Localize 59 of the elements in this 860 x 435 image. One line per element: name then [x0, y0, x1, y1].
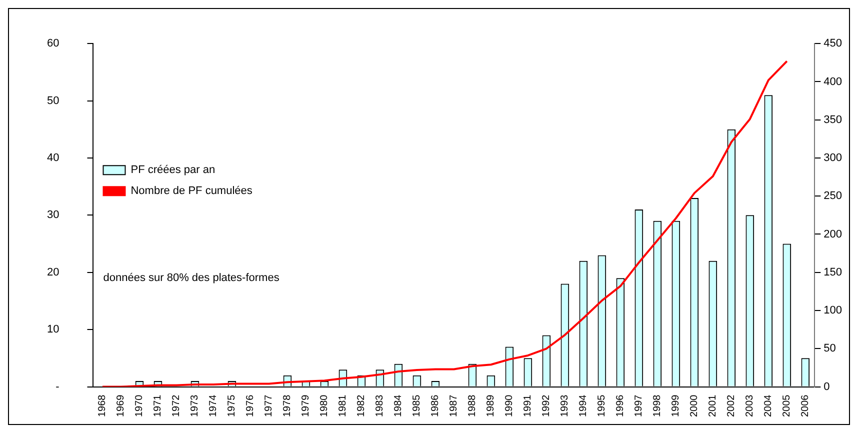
x-tick-label: 1996 — [615, 394, 626, 418]
x-tick-label: 1972 — [171, 394, 182, 418]
x-tick-label: 1978 — [282, 394, 294, 418]
x-tick-label: 1974 — [208, 394, 220, 418]
y-tick-label: 30 — [46, 209, 60, 222]
x-tick-label: 2002 — [726, 394, 738, 418]
x-tick-label: 2005 — [782, 394, 793, 418]
x-tick-label: 2004 — [763, 394, 774, 418]
x-tick-label: 1982 — [356, 394, 368, 418]
x-tick-label: 1994 — [578, 394, 590, 418]
y-tick-label: 40 — [46, 152, 60, 164]
x-tick-label: 1999 — [670, 394, 682, 418]
x-tick-label: 1993 — [560, 394, 571, 418]
x-tick-label: 1998 — [652, 394, 664, 418]
x-tick-label: 1985 — [412, 394, 423, 418]
x-tick-label: 1989 — [486, 394, 497, 418]
x-tick-label: 1997 — [634, 394, 645, 418]
x-tick-label: 1981 — [338, 394, 349, 418]
x-tick-label: 1984 — [393, 394, 404, 418]
y2-tick-label: 300 — [824, 152, 842, 164]
y-tick-label: - — [56, 380, 60, 393]
y-tick-label: 10 — [46, 324, 60, 336]
x-tick-label: 1980 — [319, 394, 330, 418]
y2-tick-label: 450 — [824, 38, 842, 50]
x-tick-label: 1992 — [541, 394, 552, 418]
x-tick-label: 1983 — [374, 394, 386, 418]
x-tick-label: 1977 — [264, 394, 275, 418]
x-tick-label: 1995 — [596, 394, 608, 418]
y2-tick-label: 200 — [824, 228, 842, 240]
x-tick-label: 1979 — [300, 394, 312, 418]
y2-tick-label: 50 — [824, 342, 836, 355]
x-tick-label: 2003 — [744, 394, 756, 418]
y2-tick-label: 150 — [824, 266, 842, 278]
x-tick-label: 1988 — [467, 394, 478, 418]
y2-tick-label: 250 — [824, 190, 842, 202]
legend-label: PF créées par an — [130, 164, 216, 176]
x-tick-label: 1968 — [97, 394, 108, 418]
x-tick-label: 2000 — [689, 394, 700, 418]
x-tick-label: 2006 — [800, 394, 812, 418]
x-tick-label: 2001 — [708, 394, 719, 418]
x-tick-label: 1976 — [245, 394, 256, 418]
y2-tick-label: 400 — [824, 76, 842, 88]
annotation: données sur 80% des plates-formes — [103, 272, 280, 284]
legend-label: Nombre de PF cumulées — [130, 185, 253, 198]
y-tick-label: 60 — [46, 38, 60, 50]
y-tick-label: 50 — [46, 94, 60, 107]
y2-tick-label: 100 — [824, 304, 842, 317]
y2-tick-label: 350 — [824, 114, 842, 126]
x-tick-label: 1991 — [522, 394, 534, 418]
x-tick-label: 1990 — [504, 394, 516, 418]
x-tick-label: 1969 — [116, 394, 127, 418]
y2-tick-label: 0 — [824, 380, 830, 393]
x-tick-label: 1975 — [226, 394, 238, 418]
y-tick-label: 20 — [46, 266, 60, 278]
x-tick-label: 1987 — [448, 394, 460, 418]
x-tick-label: 1970 — [134, 394, 146, 418]
x-tick-label: 1973 — [190, 394, 201, 418]
x-tick-label: 1986 — [430, 394, 442, 418]
x-tick-label: 1971 — [152, 394, 164, 418]
